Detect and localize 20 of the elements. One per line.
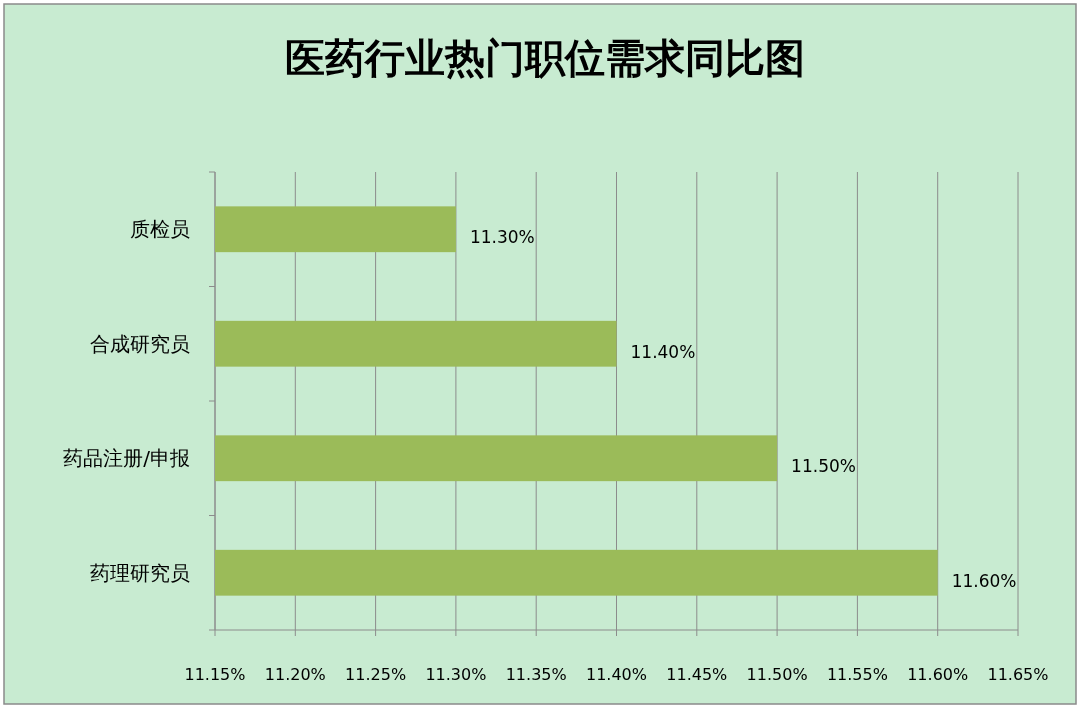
x-tick-label: 11.15% [184,665,246,684]
chart-title: 医药行业热门职位需求同比图 [285,35,805,81]
data-label: 11.40% [630,341,696,362]
x-tick-label: 11.40% [585,665,648,684]
x-tick-label: 11.35% [505,665,567,684]
x-tick-label: 11.55% [826,665,888,684]
data-label: 11.60% [951,570,1017,591]
x-tick-label: 11.50% [746,665,808,684]
x-tick-label: 11.20% [264,665,326,684]
x-tick-label: 11.65% [987,665,1049,684]
data-label: 11.50% [791,456,856,477]
x-tick-label: 11.30% [425,665,487,684]
y-tick-label: 药理研究员 [90,560,190,585]
y-tick-label: 药品注册/申报 [63,446,190,471]
x-tick-label: 11.60% [907,665,969,684]
x-tick-label: 11.45% [666,665,728,684]
y-tick-label: 质检员 [130,217,190,242]
data-label: 11.30% [469,227,535,248]
x-tick-label: 11.25% [345,665,407,684]
y-tick-label: 合成研究员 [90,331,190,356]
